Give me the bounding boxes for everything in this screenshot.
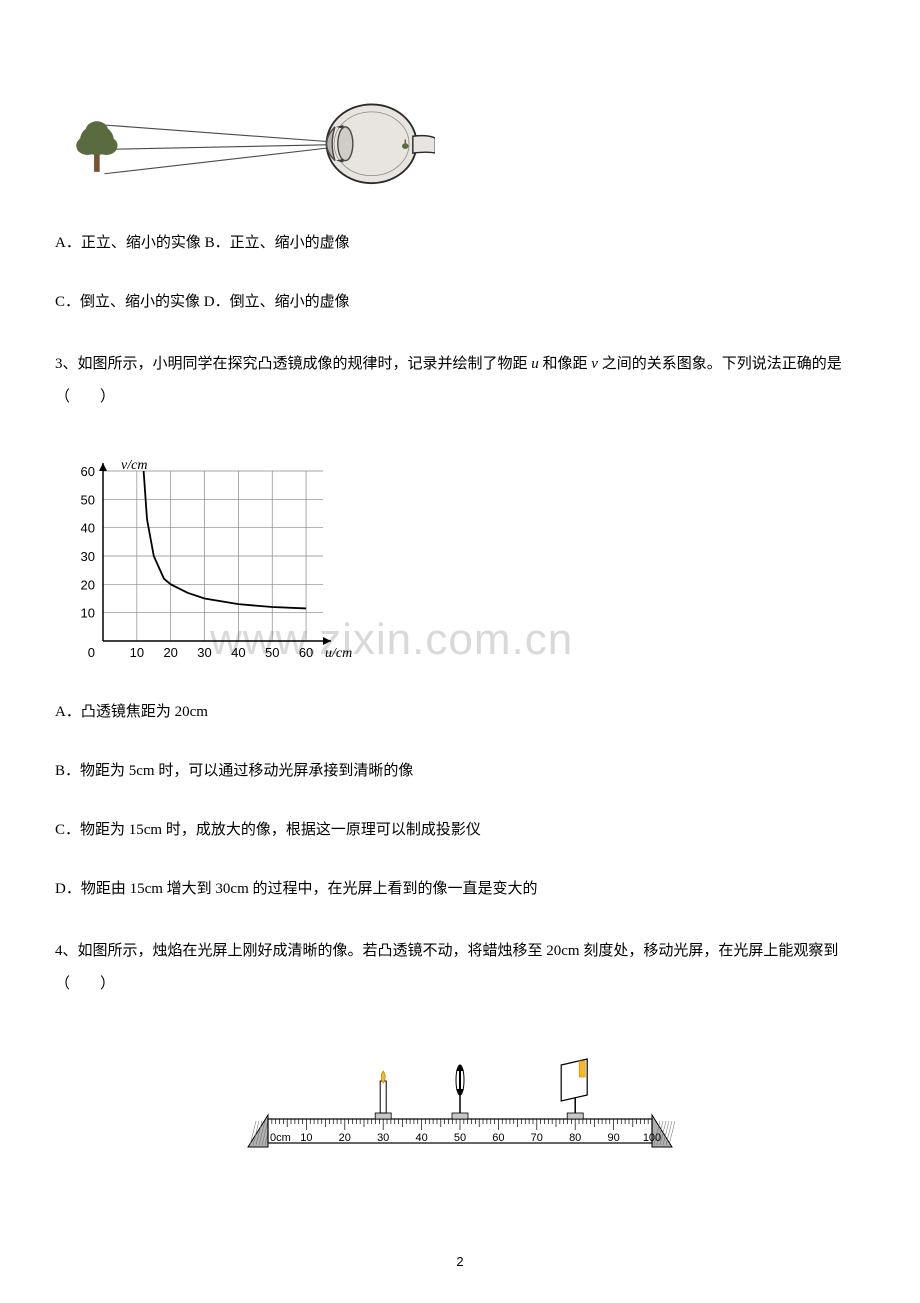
svg-text:60: 60 — [492, 1132, 504, 1144]
svg-text:10: 10 — [130, 645, 144, 660]
svg-text:100: 100 — [643, 1132, 661, 1144]
q3-option-b: B．物距为 5cm 时，可以通过移动光屏承接到清晰的像 — [55, 758, 865, 785]
optical-bench: 0cm 10 20 30 40 50 60 70 80 90 100 — [240, 1033, 680, 1153]
svg-text:20: 20 — [339, 1132, 351, 1144]
q3-option-d: D．物距由 15cm 增大到 30cm 的过程中，在光屏上看到的像一直是变大的 — [55, 876, 865, 903]
page-number: 2 — [456, 1250, 463, 1273]
svg-text:30: 30 — [81, 549, 95, 564]
svg-text:30: 30 — [377, 1132, 389, 1144]
svg-text:10: 10 — [300, 1132, 312, 1144]
svg-text:50: 50 — [265, 645, 279, 660]
q3-option-c: C．物距为 15cm 时，成放大的像，根据这一原理可以制成投影仪 — [55, 817, 865, 844]
svg-text:50: 50 — [81, 492, 95, 507]
svg-text:20: 20 — [163, 645, 177, 660]
svg-text:u/cm: u/cm — [325, 646, 352, 661]
svg-text:60: 60 — [299, 645, 313, 660]
q4-text: 4、如图所示，烛焰在光屏上刚好成清晰的像。若凸透镜不动，将蜡烛移至 20cm 刻… — [55, 935, 865, 1001]
q3-text: 3、如图所示，小明同学在探究凸透镜成像的规律时，记录并绘制了物距 u 和像距 v… — [55, 348, 865, 414]
q3-var-v: v — [591, 356, 598, 372]
svg-text:10: 10 — [81, 606, 95, 621]
q3-var-u: u — [531, 356, 539, 372]
svg-text:90: 90 — [607, 1132, 619, 1144]
svg-text:80: 80 — [569, 1132, 581, 1144]
q2-option-ab: A．正立、缩小的实像 B．正立、缩小的虚像 — [55, 230, 865, 257]
q3-mid: 和像距 — [539, 356, 592, 372]
uv-chart: 10 20 30 40 50 60 0 10 20 30 40 50 60 v/cm u/cm — [55, 446, 355, 671]
svg-text:20: 20 — [81, 577, 95, 592]
svg-text:0: 0 — [88, 645, 95, 660]
svg-text:v/cm: v/cm — [121, 458, 147, 473]
q3-option-a: A．凸透镜焦距为 20cm — [55, 699, 865, 726]
svg-text:50: 50 — [454, 1132, 466, 1144]
q3-prefix: 3、如图所示，小明同学在探究凸透镜成像的规律时，记录并绘制了物距 — [55, 356, 531, 372]
svg-text:40: 40 — [415, 1132, 427, 1144]
svg-text:60: 60 — [81, 464, 95, 479]
svg-text:40: 40 — [231, 645, 245, 660]
svg-text:40: 40 — [81, 521, 95, 536]
eye-diagram — [55, 50, 435, 200]
svg-text:30: 30 — [197, 645, 211, 660]
svg-text:0cm: 0cm — [270, 1132, 291, 1144]
svg-text:70: 70 — [531, 1132, 543, 1144]
q2-option-cd: C．倒立、缩小的实像 D．倒立、缩小的虚像 — [55, 289, 865, 316]
